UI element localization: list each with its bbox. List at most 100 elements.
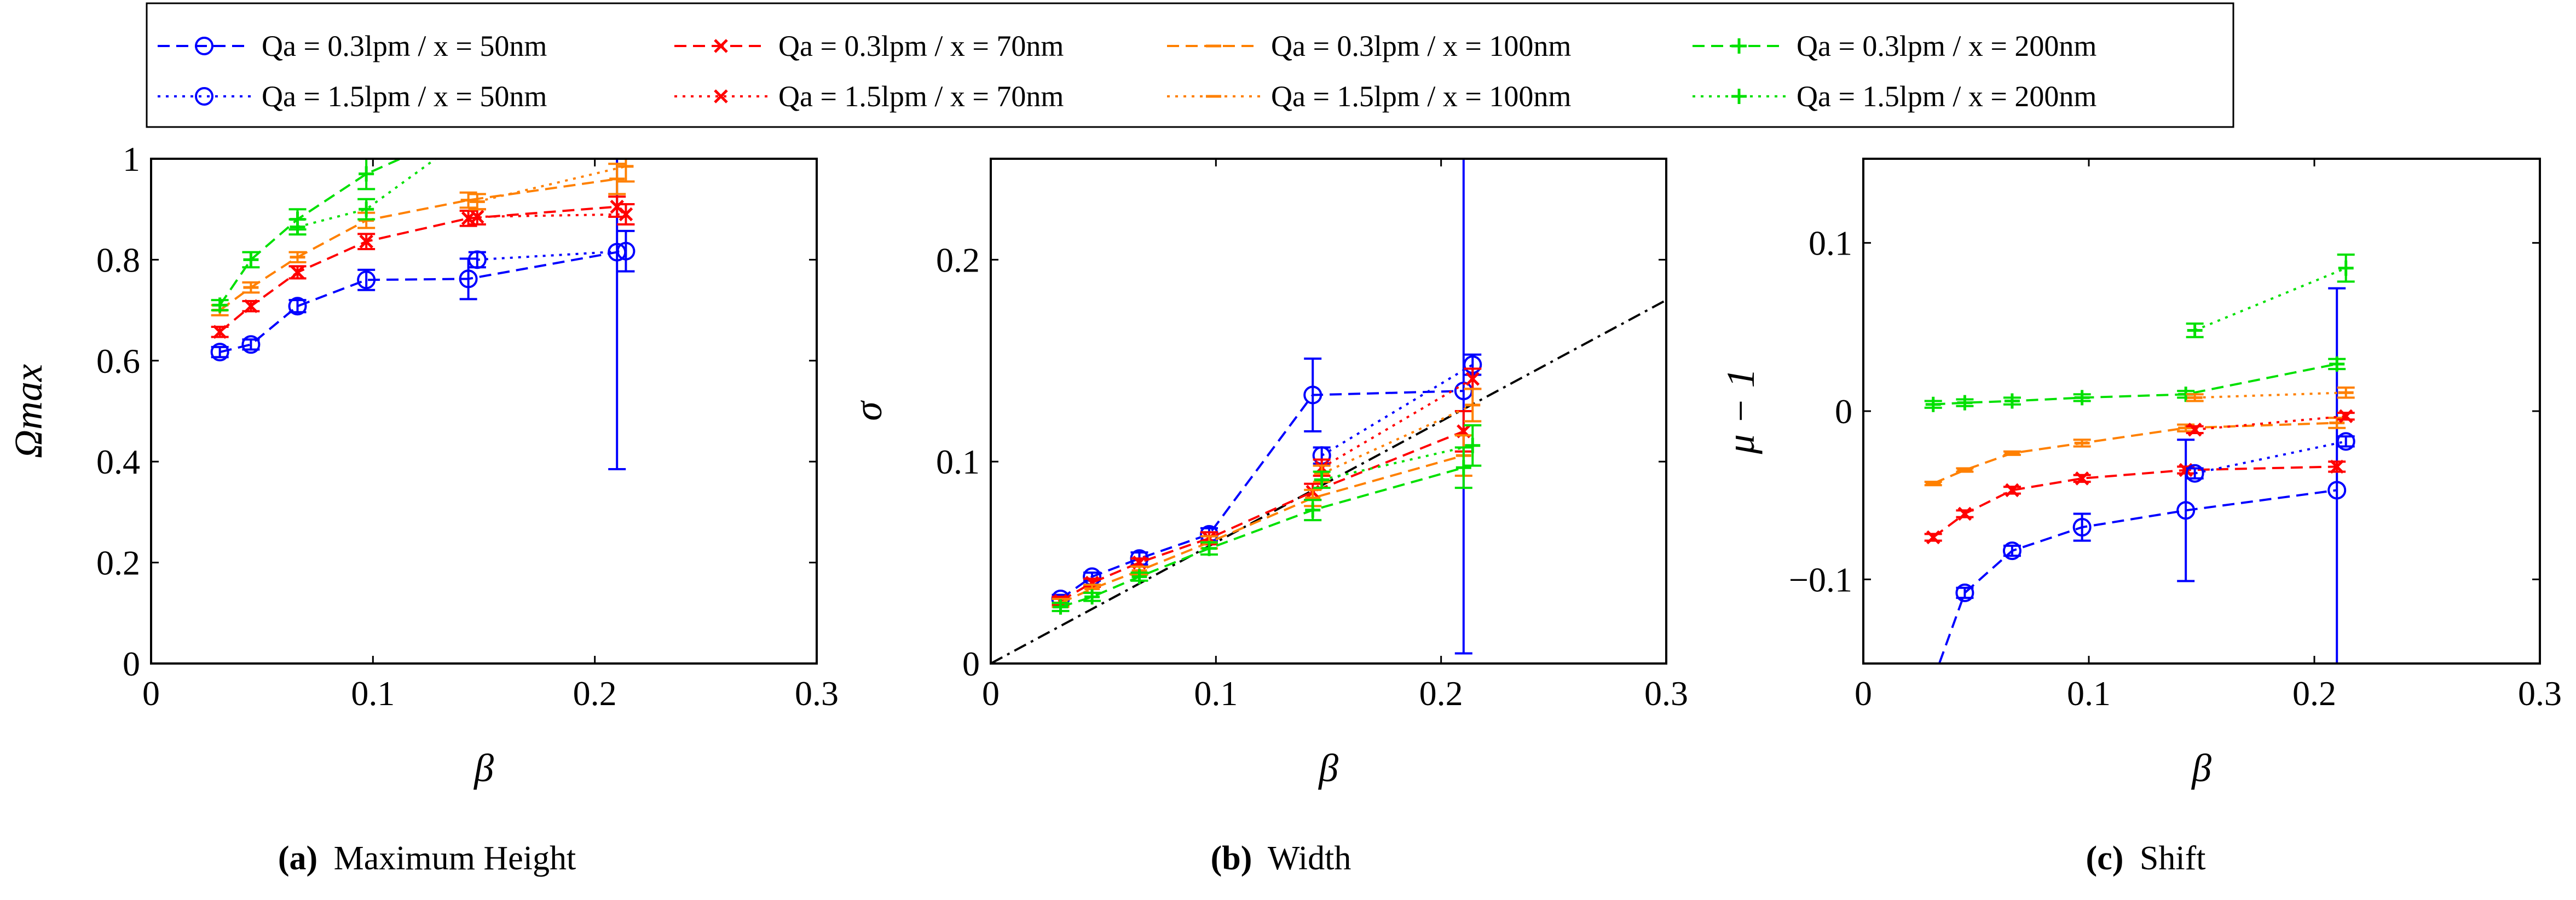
data-point xyxy=(212,297,228,313)
data-point xyxy=(2330,459,2344,474)
data-point xyxy=(2002,541,2021,561)
data-point xyxy=(1926,530,1940,545)
legend-label-q15_x70: Qa = 1.5lpm / x = 70nm xyxy=(778,80,1064,113)
legend-marker xyxy=(195,37,213,55)
series-q03_x70 xyxy=(1924,459,2346,545)
data-point xyxy=(210,343,229,362)
series-line xyxy=(477,165,626,203)
x-tick-label: 0.1 xyxy=(351,674,395,713)
data-point xyxy=(2075,471,2089,486)
legend-label-q03_x100: Qa = 0.3lpm / x = 100nm xyxy=(1271,30,1571,62)
data-point xyxy=(1201,540,1217,556)
y-tick-label: 0 xyxy=(123,644,140,683)
data-point xyxy=(1456,460,1471,476)
y-tick-label: 0.4 xyxy=(96,442,140,481)
series-line xyxy=(2194,440,2347,475)
series-line xyxy=(219,205,617,333)
data-point xyxy=(2072,518,2092,537)
legend-label-q03_x70: Qa = 0.3lpm / x = 70nm xyxy=(778,30,1064,62)
data-point xyxy=(1084,589,1100,605)
series-line xyxy=(1932,465,2337,539)
series-line xyxy=(1060,466,1464,608)
data-point xyxy=(288,297,307,316)
y-axis-label: Ωmax xyxy=(7,364,50,458)
panel-shift: 0 0.1 0.2 0.3 −0.1 0 0.1 β μ − 1 xyxy=(1719,158,2562,790)
data-point xyxy=(290,265,305,280)
series-line xyxy=(1060,454,1464,604)
x-tick-label: 0.1 xyxy=(2067,674,2111,713)
data-point xyxy=(1305,502,1321,518)
x-tick-label: 0.2 xyxy=(2292,674,2336,713)
series-q15_x70 xyxy=(1313,367,1482,477)
legend: Qa = 0.3lpm / x = 50nm Qa = 0.3lpm / x = … xyxy=(146,2,2234,128)
series-q15_x50 xyxy=(467,229,636,273)
legend-marker xyxy=(195,87,213,106)
axes-frame xyxy=(990,158,1667,665)
x-axis-label: β xyxy=(473,746,494,790)
legend-entry-q03_x100: Qa = 0.3lpm / x = 100nm xyxy=(1167,30,1571,62)
data-point xyxy=(619,207,633,222)
data-point xyxy=(459,269,478,289)
data-point xyxy=(244,299,258,313)
x-tick-label: 0.3 xyxy=(1644,674,1688,713)
data-point xyxy=(212,325,227,339)
plot-area xyxy=(991,159,1666,664)
data-point xyxy=(2327,481,2347,500)
series-q03_x100 xyxy=(1924,417,2346,487)
legend-entry-q03_x200: Qa = 0.3lpm / x = 200nm xyxy=(1693,30,2096,62)
legend-label-q15_x50: Qa = 1.5lpm / x = 50nm xyxy=(262,80,547,113)
y-axis-label: μ − 1 xyxy=(1719,368,1763,455)
series-line xyxy=(2194,391,2346,399)
data-point xyxy=(359,166,374,182)
series-line xyxy=(219,177,617,311)
y-tick-label: −0.1 xyxy=(1789,560,1852,599)
legend-entry-q03_x50: Qa = 0.3lpm / x = 50nm xyxy=(158,30,547,62)
x-tick-label: 0 xyxy=(142,674,160,713)
legend-marker xyxy=(714,39,728,53)
legend-entry-q15_x50: Qa = 1.5lpm / x = 50nm xyxy=(158,80,547,113)
series-q03_x200 xyxy=(1924,356,2346,412)
series-q15_x100 xyxy=(2186,386,2355,402)
y-tick-label: 0 xyxy=(962,644,980,683)
series-line xyxy=(220,251,617,354)
series-q03_x200 xyxy=(1052,446,1472,615)
series-line xyxy=(219,159,403,306)
series-line xyxy=(477,213,626,218)
series-line xyxy=(477,250,626,261)
y-tick-label: 0.2 xyxy=(96,544,140,582)
legend-entry-q15_x200: Qa = 1.5lpm / x = 200nm xyxy=(1693,80,2096,113)
data-point xyxy=(359,234,373,249)
plot-area xyxy=(210,159,636,471)
legend-entry-q15_x70: Qa = 1.5lpm / x = 70nm xyxy=(674,80,1064,113)
series-line xyxy=(2194,267,2347,332)
panel-width: 0 0.1 0.2 0.3 0 0.1 0.2 β σ xyxy=(846,158,1688,790)
data-point xyxy=(2336,432,2355,451)
series-q03_x50 xyxy=(1925,287,2347,689)
data-point xyxy=(1925,672,1942,689)
legend-entry-q03_x70: Qa = 0.3lpm / x = 70nm xyxy=(674,30,1064,62)
legend-label-q03_x50: Qa = 0.3lpm / x = 50nm xyxy=(262,30,547,62)
data-point xyxy=(2338,409,2353,423)
y-tick-label: 0.6 xyxy=(96,342,140,380)
series-q03_x100 xyxy=(1052,434,1472,608)
series-line xyxy=(1060,430,1464,602)
legend-marker xyxy=(1731,38,1747,54)
series-q03_x200 xyxy=(211,159,403,313)
data-point xyxy=(290,219,305,235)
series-q03_x70 xyxy=(1052,410,1472,608)
y-tick-label: 0 xyxy=(1835,392,1852,431)
data-point xyxy=(467,250,487,269)
y-tick-label: 0.1 xyxy=(936,442,980,481)
series-line xyxy=(297,159,438,228)
legend-entry-q15_x100: Qa = 1.5lpm / x = 100nm xyxy=(1167,80,1571,113)
series-line xyxy=(1933,362,2337,406)
x-axis-label: β xyxy=(2191,746,2211,790)
axes-frame xyxy=(1862,158,2541,665)
data-point xyxy=(1465,372,1480,386)
legend-label-q15_x100: Qa = 1.5lpm / x = 100nm xyxy=(1271,80,1571,113)
x-tick-label: 0.3 xyxy=(2518,674,2562,713)
data-point xyxy=(1957,395,1973,411)
legend-label-q03_x200: Qa = 0.3lpm / x = 200nm xyxy=(1797,30,2096,62)
data-point xyxy=(2329,356,2345,372)
